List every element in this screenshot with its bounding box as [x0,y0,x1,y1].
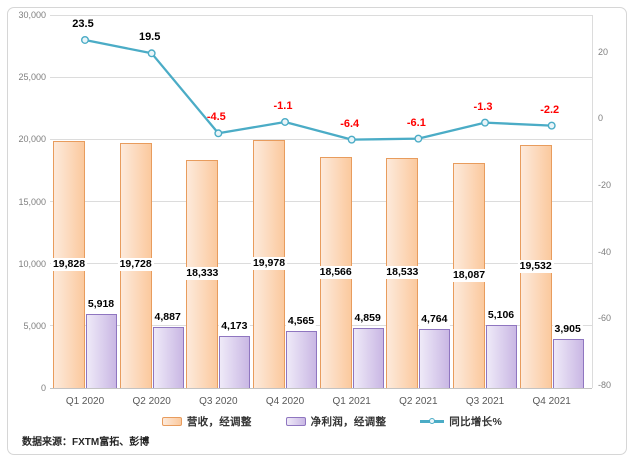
bar-label-revenue: 18,333 [184,267,221,281]
legend-item-revenue: 营收，经调整 [161,414,252,429]
trend-label: -6.4 [340,117,360,130]
bar-profit [152,327,184,388]
trend-label: -4.5 [206,111,226,124]
bar-label-revenue: 18,566 [317,265,354,279]
bar-label-revenue: 19,728 [117,258,154,272]
chart-frame-border [7,7,627,455]
y2-axis-label: 20 [598,46,609,57]
bar-label-profit: 4,859 [352,311,383,325]
source-note: 数据来源：FXTM富拓、彭博 [22,437,150,448]
y-axis-label: 15,000 [18,196,46,207]
trend-point [214,129,223,138]
legend-label-growth: 同比增长% [449,416,503,428]
bar-label-profit: 4,764 [419,312,450,326]
trend-label: -1.3 [473,100,493,113]
x-axis-label: Q3 2021 [465,396,505,407]
y2-axis-line [592,15,593,388]
bar-label-revenue: 19,532 [517,259,554,273]
bar-label-profit: 5,106 [485,308,517,322]
y-axis-label: 25,000 [18,72,46,83]
trend-label: -2.2 [540,103,560,116]
bar-label-profit: 3,905 [552,323,583,337]
trend-label: 23.5 [72,17,94,30]
x-axis-label: Q4 2021 [532,396,571,407]
trend-line [84,38,552,141]
trend-point [147,49,156,58]
y2-axis-label: -40 [598,246,612,257]
bar-label-profit: 4,173 [219,320,250,334]
bar-label-revenue: 19,828 [50,257,88,271]
bar-label-profit: 4,565 [285,315,317,329]
bar-profit [552,339,584,388]
bar-profit [352,327,384,388]
gridline [50,138,592,140]
y2-axis-label: -80 [598,379,612,390]
x-axis-label: Q1 2021 [332,396,371,407]
y-axis-label: 30,000 [18,10,46,20]
y-axis-label: 0 [40,383,46,393]
bar-label-revenue: 18,533 [384,265,421,279]
bar-profit [486,324,518,388]
revenue-swatch-icon [161,417,182,426]
gridline [50,14,592,16]
legend-label-profit: 净利润，经调整 [310,416,387,428]
trend-label: -6.1 [406,116,426,129]
y2-axis-label: -60 [598,313,612,324]
x-axis-label: Q1 2020 [65,396,105,407]
bar-profit [86,314,117,388]
y2-axis-label: -20 [598,179,612,190]
trend-point [481,118,490,127]
trend-point [281,117,290,126]
gridline [50,387,592,389]
trend-point [80,35,89,44]
trend-label: 19.5 [138,31,161,44]
gridline [50,76,592,78]
bar-label-profit: 4,887 [152,311,183,325]
bar-profit [219,336,251,388]
growth-line-icon [420,417,445,426]
profit-swatch-icon [285,417,306,426]
trend-point [547,121,556,130]
bar-profit [286,331,317,388]
bar-profit [419,328,451,388]
y-axis-label: 5,000 [23,320,46,331]
bar-label-profit: 5,918 [85,298,117,312]
bar-label-revenue: 19,978 [250,256,288,270]
legend-item-profit: 净利润，经调整 [285,414,387,429]
x-axis-label: Q2 2021 [399,396,438,407]
x-axis-label: Q3 2020 [199,396,238,407]
chart-legend: 营收，经调整 净利润，经调整 同比增长% [0,414,634,429]
x-axis-label: Q2 2020 [132,396,171,407]
y-axis-label: 20,000 [18,134,46,145]
trend-label: -1.1 [273,99,293,112]
legend-label-revenue: 营收，经调整 [186,416,252,428]
bar-label-revenue: 18,087 [450,268,488,282]
y-axis-label: 10,000 [18,258,46,269]
y2-axis-label: 0 [598,113,604,124]
legend-item-growth: 同比增长% [420,414,502,429]
x-axis-label: Q4 2020 [265,396,305,407]
